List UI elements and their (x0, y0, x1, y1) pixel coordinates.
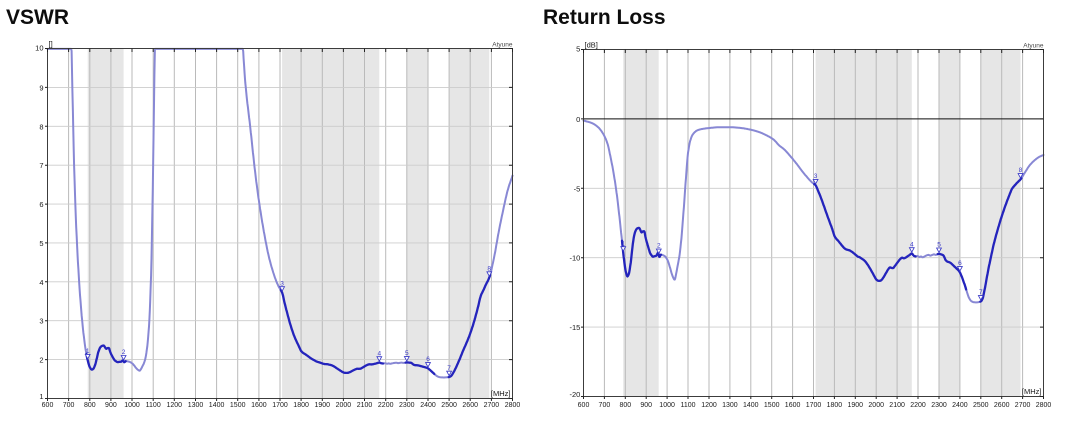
svg-text:4: 4 (910, 241, 914, 248)
svg-text:-20: -20 (569, 390, 580, 399)
svg-text:1500: 1500 (230, 402, 246, 409)
svg-text:1000: 1000 (659, 402, 675, 409)
svg-text:1700: 1700 (272, 402, 288, 409)
svg-text:[MHz]: [MHz] (1022, 387, 1042, 396)
svg-text:5: 5 (39, 239, 43, 248)
svg-text:7: 7 (979, 289, 983, 296)
svg-text:2: 2 (122, 349, 126, 356)
svg-text:1300: 1300 (722, 402, 738, 409)
svg-text:2300: 2300 (931, 402, 947, 409)
svg-text:2400: 2400 (420, 402, 436, 409)
svg-text:10: 10 (35, 44, 43, 53)
svg-text:6: 6 (426, 356, 430, 363)
svg-text:2200: 2200 (378, 402, 394, 409)
svg-text:2600: 2600 (994, 402, 1010, 409)
svg-text:1600: 1600 (785, 402, 801, 409)
svg-text:3: 3 (39, 317, 43, 326)
svg-text:0: 0 (576, 115, 580, 124)
svg-text:2100: 2100 (889, 402, 905, 409)
svg-text:1: 1 (86, 348, 90, 355)
svg-text:1100: 1100 (146, 402, 161, 409)
svg-text:2400: 2400 (952, 402, 968, 409)
svg-text:1800: 1800 (827, 402, 843, 409)
svg-text:2500: 2500 (441, 402, 457, 409)
svg-text:700: 700 (599, 402, 611, 409)
svg-text:900: 900 (105, 402, 117, 409)
svg-text:2800: 2800 (1036, 402, 1052, 409)
svg-text:2500: 2500 (973, 402, 989, 409)
svg-text:1900: 1900 (315, 402, 331, 409)
svg-text:9: 9 (39, 83, 43, 92)
svg-text:4: 4 (377, 350, 381, 357)
svg-text:1400: 1400 (743, 402, 759, 409)
svg-text:1500: 1500 (764, 402, 780, 409)
svg-text:[dB]: [dB] (585, 41, 598, 50)
svg-text:5: 5 (576, 45, 580, 54)
svg-text:2: 2 (657, 243, 661, 250)
svg-text:800: 800 (84, 402, 96, 409)
svg-text:8: 8 (487, 265, 491, 272)
svg-text:1400: 1400 (209, 402, 225, 409)
svg-text:600: 600 (42, 402, 54, 409)
svg-text:2700: 2700 (1015, 402, 1031, 409)
svg-text:1800: 1800 (293, 402, 309, 409)
svg-text:3: 3 (280, 280, 284, 287)
svg-text:-15: -15 (569, 323, 580, 332)
svg-text:2: 2 (39, 356, 43, 365)
svg-text:1000: 1000 (124, 402, 140, 409)
svg-text:3: 3 (814, 173, 818, 180)
svg-text:1200: 1200 (167, 402, 183, 409)
svg-text:900: 900 (640, 402, 652, 409)
svg-text:-5: -5 (574, 184, 581, 193)
svg-text:5: 5 (405, 350, 409, 357)
svg-text:6: 6 (958, 260, 962, 267)
svg-text:6: 6 (39, 200, 43, 209)
svg-text:[MHz]: [MHz] (491, 389, 511, 398)
svg-text:1: 1 (39, 392, 43, 401)
svg-text:8: 8 (39, 122, 43, 131)
svg-text:1: 1 (621, 240, 625, 247)
svg-text:[]: [] (49, 40, 53, 49)
svg-text:2000: 2000 (868, 402, 884, 409)
svg-text:2100: 2100 (357, 402, 373, 409)
svg-text:5: 5 (937, 242, 941, 249)
svg-text:2600: 2600 (462, 402, 478, 409)
svg-text:-10: -10 (569, 254, 580, 263)
svg-text:2300: 2300 (399, 402, 415, 409)
svg-text:8: 8 (1019, 167, 1023, 174)
svg-text:2700: 2700 (484, 402, 500, 409)
svg-text:4: 4 (39, 278, 43, 287)
svg-text:1900: 1900 (848, 402, 864, 409)
svg-text:1100: 1100 (680, 402, 695, 409)
svg-text:700: 700 (63, 402, 75, 409)
svg-text:Atyune: Atyune (492, 42, 513, 49)
svg-text:2000: 2000 (336, 402, 352, 409)
svg-text:1700: 1700 (806, 402, 822, 409)
svg-text:7: 7 (447, 365, 451, 372)
svg-text:Atyune: Atyune (1023, 43, 1044, 50)
svg-text:7: 7 (39, 161, 43, 170)
svg-text:1200: 1200 (701, 402, 717, 409)
svg-text:1300: 1300 (188, 402, 204, 409)
svg-text:2200: 2200 (910, 402, 926, 409)
svg-text:1600: 1600 (251, 402, 267, 409)
svg-text:600: 600 (578, 402, 590, 409)
svg-text:2800: 2800 (505, 402, 521, 409)
svg-text:800: 800 (619, 402, 631, 409)
